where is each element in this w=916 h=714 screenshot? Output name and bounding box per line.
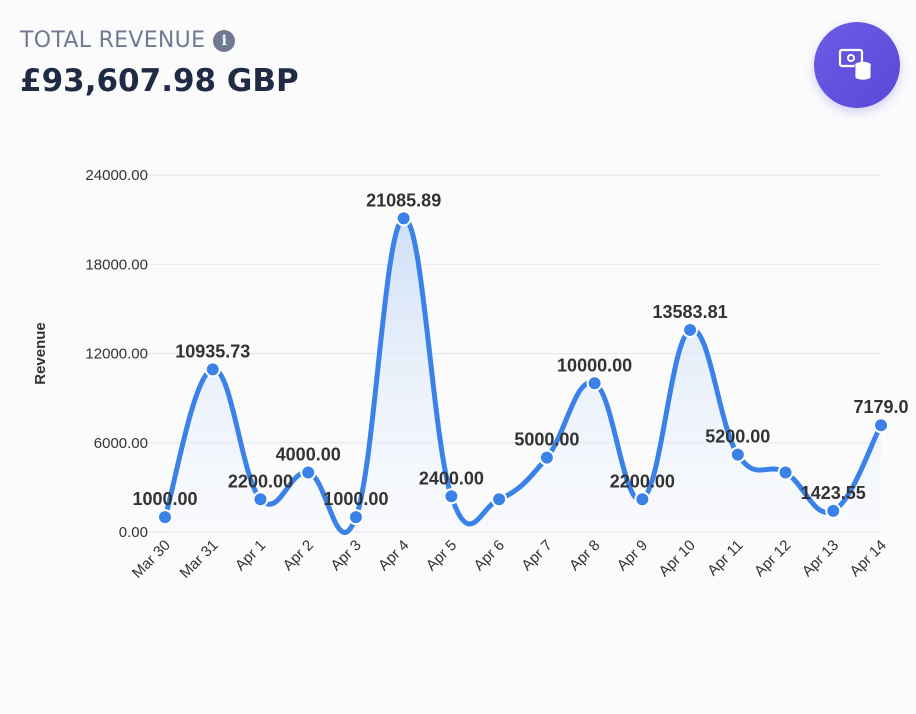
- data-label: 1000.00: [132, 489, 197, 509]
- card-header: TOTAL REVENUE i £93,607.98 GBP: [20, 28, 299, 99]
- x-tick-label: Apr 11: [704, 537, 746, 579]
- data-label: 7179.0: [853, 397, 908, 417]
- data-point: [586, 375, 603, 392]
- x-tick-label: Apr 4: [375, 537, 412, 574]
- data-point: [682, 321, 699, 338]
- data-label: 1000.00: [323, 489, 388, 509]
- x-tick-label: Apr 10: [656, 537, 699, 580]
- data-point: [538, 449, 555, 466]
- data-point: [347, 509, 364, 526]
- data-label: 1423.55: [801, 483, 866, 503]
- data-label: 2400.00: [419, 468, 484, 488]
- data-label: 4000.00: [276, 445, 341, 465]
- data-point: [443, 488, 460, 505]
- info-icon[interactable]: i: [213, 29, 236, 52]
- data-point: [777, 464, 794, 481]
- card-title: TOTAL REVENUE: [20, 28, 206, 53]
- data-point: [252, 491, 269, 508]
- data-label: 2200.00: [610, 471, 675, 491]
- data-label: 5000.00: [514, 430, 579, 450]
- x-tick-label: Apr 7: [518, 537, 555, 574]
- x-tick-label: Apr 8: [566, 537, 603, 574]
- x-tick-label: Apr 2: [280, 537, 317, 574]
- x-tick-label: Apr 9: [614, 537, 651, 574]
- data-label: 10935.73: [175, 341, 250, 361]
- data-point: [491, 491, 508, 508]
- y-tick-label: 18000.00: [85, 256, 148, 273]
- y-tick-label: 12000.00: [85, 346, 148, 363]
- x-tick-label: Mar 31: [177, 537, 222, 582]
- data-point: [157, 509, 173, 526]
- data-point: [729, 446, 746, 463]
- data-label: 10000.00: [557, 355, 632, 375]
- revenue-chart: 1000.00 10935.73 2200.00 4000.00 1000.00 2108…: [0, 150, 916, 650]
- data-point: [204, 361, 221, 378]
- coins-icon-graphic: [838, 48, 872, 81]
- data-point: [395, 210, 412, 227]
- x-tick-label: Mar 30: [129, 537, 174, 582]
- area-fill: [165, 218, 881, 533]
- data-label: 13583.81: [653, 302, 728, 322]
- data-point: [634, 491, 651, 508]
- x-tick-label: Apr 14: [847, 537, 890, 580]
- data-label: 21085.89: [366, 190, 441, 210]
- data-point: [300, 464, 317, 481]
- data-point: [873, 417, 889, 434]
- y-axis-label: Revenue: [32, 322, 49, 385]
- revenue-coins-icon: [814, 22, 900, 108]
- y-tick-label: 24000.00: [85, 167, 148, 184]
- x-tick-label: Apr 13: [799, 537, 842, 580]
- y-tick-label: 6000.00: [94, 435, 148, 452]
- data-point: [825, 502, 842, 519]
- revenue-chart-svg: 1000.00 10935.73 2200.00 4000.00 1000.00 2108…: [32, 167, 909, 582]
- x-tick-label: Apr 12: [751, 537, 794, 580]
- x-tick-label: Apr 3: [327, 537, 364, 574]
- x-tick-label: Apr 1: [232, 537, 269, 574]
- y-tick-label: 0.00: [119, 524, 148, 541]
- total-amount: £93,607.98 GBP: [20, 63, 299, 99]
- title-row: TOTAL REVENUE i: [20, 28, 299, 53]
- data-label: 2200.00: [228, 471, 293, 491]
- x-tick-label: Apr 5: [423, 537, 460, 574]
- data-label: 5200.00: [705, 427, 770, 447]
- x-tick-label: Apr 6: [471, 537, 508, 574]
